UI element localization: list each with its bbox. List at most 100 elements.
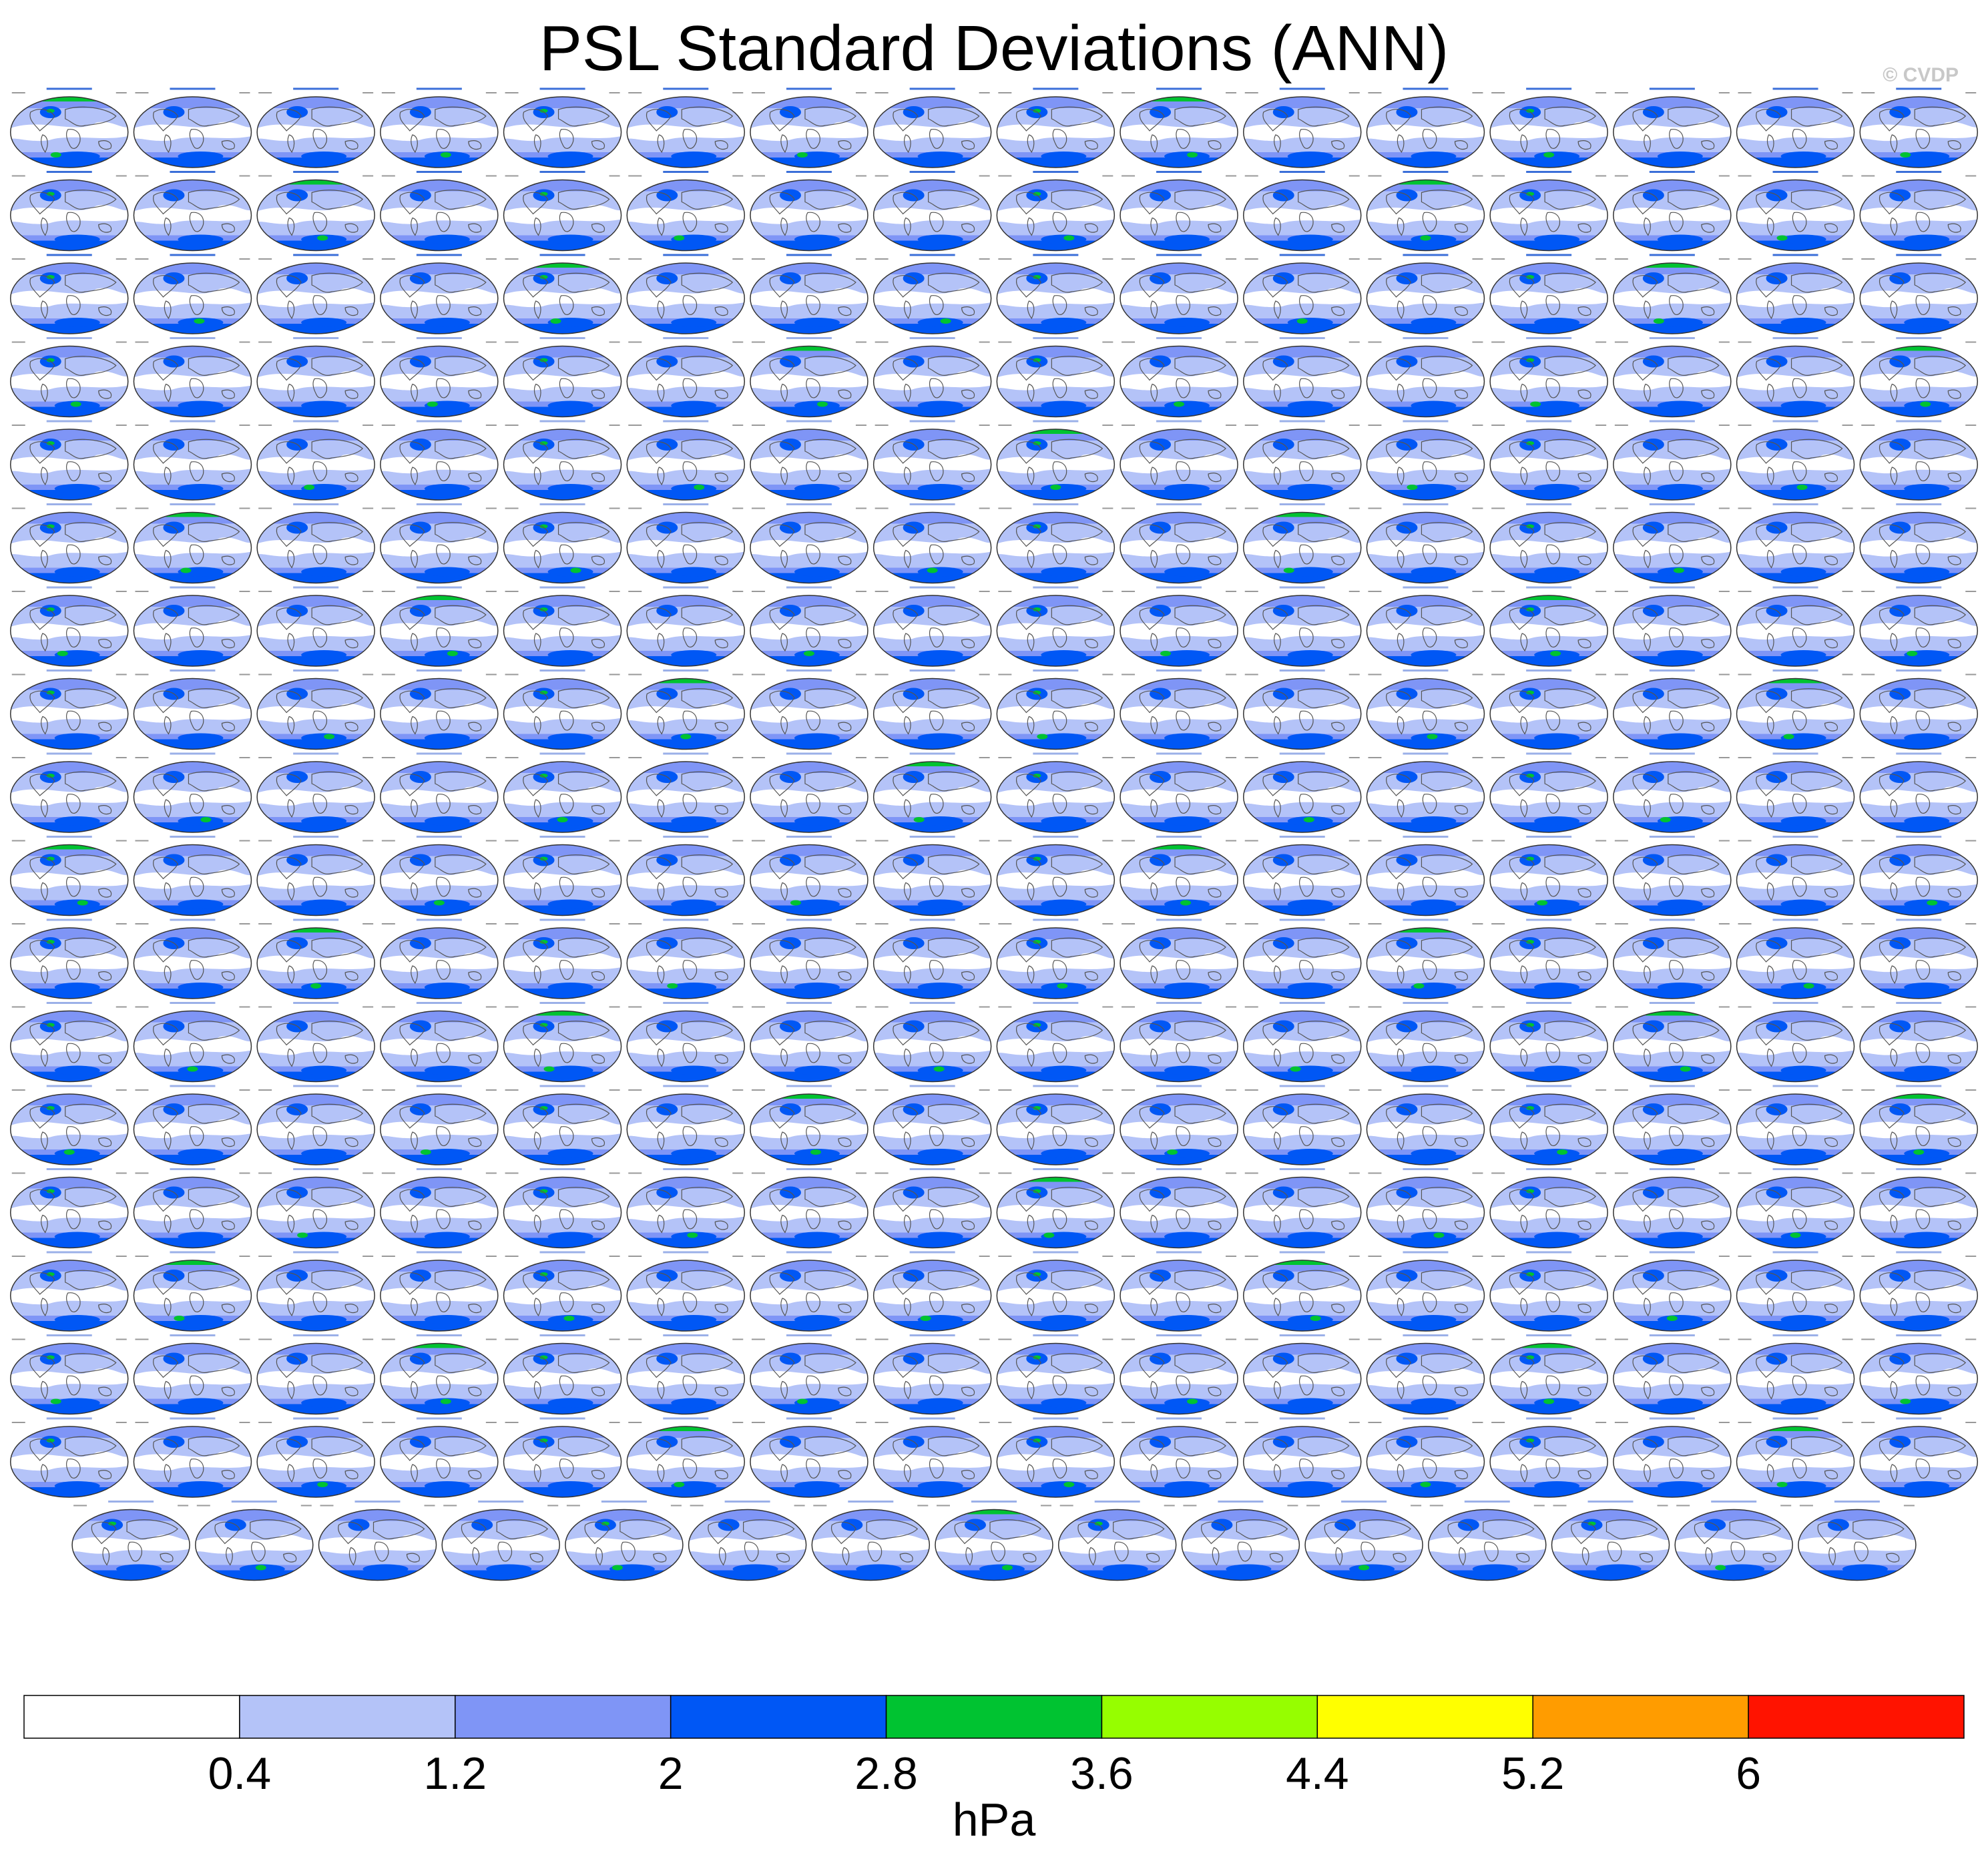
contour-region <box>627 205 745 224</box>
colorbar-bin <box>455 1695 672 1739</box>
coastline <box>1669 129 1684 149</box>
contour-region <box>1287 152 1333 161</box>
map-panel <box>1736 171 1855 252</box>
coastline <box>1208 223 1222 233</box>
contour-region <box>1490 121 1608 142</box>
coastline <box>1422 212 1437 232</box>
contour-region <box>1411 152 1457 161</box>
coastline <box>1015 192 1042 215</box>
coastline <box>1174 106 1226 127</box>
coastline <box>681 106 734 127</box>
contour-region <box>873 121 991 142</box>
contour-region <box>997 205 1115 224</box>
map-panel <box>503 171 622 252</box>
coastline <box>164 134 172 154</box>
map-border <box>1366 96 1485 168</box>
coastline <box>769 109 795 131</box>
coastline <box>188 190 240 210</box>
coastline <box>1051 106 1103 127</box>
coastline <box>1262 192 1288 215</box>
coastline <box>1052 129 1067 149</box>
map-border <box>996 179 1115 252</box>
coastline <box>189 129 204 149</box>
coastline <box>533 217 541 236</box>
coastline <box>312 212 328 232</box>
map-border <box>1859 96 1978 168</box>
coastline <box>1084 140 1098 150</box>
contour-region <box>301 152 347 161</box>
coastline <box>436 212 451 232</box>
coastline <box>1701 223 1715 233</box>
contour-region <box>1033 192 1041 196</box>
coastline <box>806 212 820 232</box>
coastline <box>164 217 172 236</box>
coastline <box>1139 192 1165 215</box>
coastline <box>1914 106 1967 127</box>
map-border <box>1366 179 1485 252</box>
map-border <box>503 96 622 168</box>
colorbar-bin <box>1316 1695 1533 1739</box>
coastline <box>98 140 112 150</box>
coastline <box>1792 212 1807 232</box>
coastline <box>411 217 418 236</box>
coastline <box>591 140 605 150</box>
colorbar-bin <box>239 1695 456 1739</box>
map-panel-grid <box>10 87 1978 1581</box>
coastline <box>1756 192 1782 215</box>
contour-region <box>539 192 548 196</box>
coastline <box>1015 109 1042 131</box>
contour-region <box>750 205 868 224</box>
coastline <box>1509 109 1535 131</box>
map-panel <box>1366 87 1485 168</box>
coastline <box>221 223 235 233</box>
coastline <box>1544 190 1597 210</box>
colorbar-bin <box>1748 1695 1965 1739</box>
coastline <box>682 129 698 149</box>
contour-region <box>1904 152 1950 161</box>
coastline <box>657 217 665 236</box>
map-border <box>626 96 745 168</box>
map-border <box>1613 179 1732 252</box>
coastline <box>65 106 117 127</box>
coastline <box>714 223 728 233</box>
coastline <box>961 140 975 150</box>
coastline <box>1509 192 1535 215</box>
coastline <box>1632 109 1658 131</box>
contour-region <box>10 205 128 224</box>
contour-region <box>1041 234 1087 244</box>
coastline <box>311 106 364 127</box>
map-panel <box>873 171 992 252</box>
contour-region <box>547 152 593 161</box>
chart-title: PSL Standard Deviations (ANN) <box>539 13 1449 84</box>
map-border <box>1736 96 1855 168</box>
contour-region <box>1613 121 1731 142</box>
map-border <box>10 179 129 252</box>
coastline <box>65 129 81 149</box>
contour-region <box>1776 235 1788 241</box>
contour-region <box>1033 109 1041 113</box>
coastline <box>221 140 235 150</box>
coastline <box>29 192 55 215</box>
contour-region <box>1900 152 1911 158</box>
coastline <box>657 134 665 154</box>
contour-region <box>671 152 717 161</box>
coastline <box>893 192 919 215</box>
map-panel <box>10 171 129 252</box>
contour-region <box>627 121 745 142</box>
colorbar-bin <box>670 1695 887 1739</box>
contour-region <box>178 152 224 161</box>
coastline <box>1668 106 1720 127</box>
contour-region <box>1657 152 1703 161</box>
colorbar-tick-label: 2 <box>658 1748 684 1799</box>
contour-region <box>1366 205 1485 224</box>
colorbar-tick-label: 0.4 <box>208 1748 272 1799</box>
contour-region <box>547 234 593 244</box>
map-panel <box>1613 87 1732 168</box>
contour-region <box>503 121 622 142</box>
map-border <box>750 179 868 252</box>
contour-region <box>674 235 685 241</box>
coastline <box>311 190 364 210</box>
contour-region <box>1187 152 1198 158</box>
contour-region <box>873 205 991 224</box>
contour-region <box>42 97 96 101</box>
